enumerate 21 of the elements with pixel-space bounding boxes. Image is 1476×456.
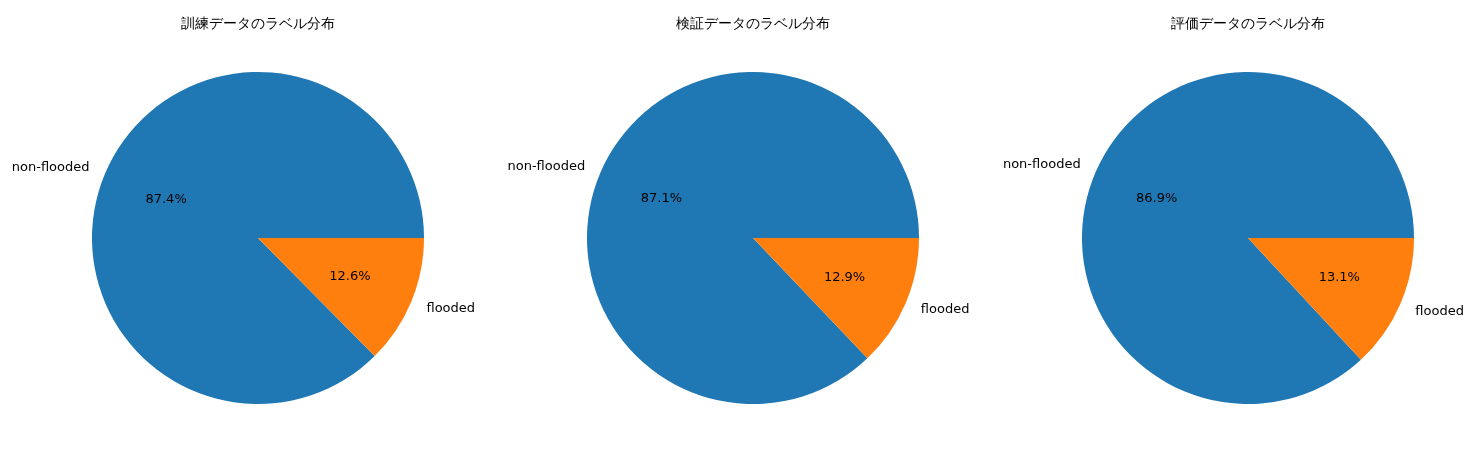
slice-label: non-flooded bbox=[507, 157, 586, 173]
chart-title: 評価データのラベル分布 bbox=[1171, 15, 1325, 31]
pie-slice bbox=[1248, 238, 1414, 360]
data-label: 12.9% bbox=[823, 268, 866, 284]
slice-label: flooded bbox=[1415, 302, 1464, 318]
chart-title: 訓練データのラベル分布 bbox=[181, 15, 335, 31]
slice-label: non-flooded bbox=[1002, 156, 1081, 172]
chart-title: 検証データのラベル分布 bbox=[676, 15, 830, 31]
pie-slice bbox=[92, 72, 424, 404]
data-label: 87.1% bbox=[640, 190, 683, 206]
data-label: 86.9% bbox=[1136, 189, 1178, 205]
pie-slice bbox=[753, 238, 919, 359]
data-label: 87.4% bbox=[145, 191, 187, 207]
data-label: 12.6% bbox=[329, 267, 371, 283]
slice-label: flooded bbox=[920, 301, 970, 317]
slice-label: non-flooded bbox=[11, 159, 90, 175]
slice-label: flooded bbox=[426, 299, 476, 315]
data-label: 13.1% bbox=[1318, 269, 1360, 285]
pie-slice bbox=[1082, 72, 1414, 404]
pie-slice bbox=[587, 72, 919, 404]
pie-slice bbox=[258, 238, 424, 357]
